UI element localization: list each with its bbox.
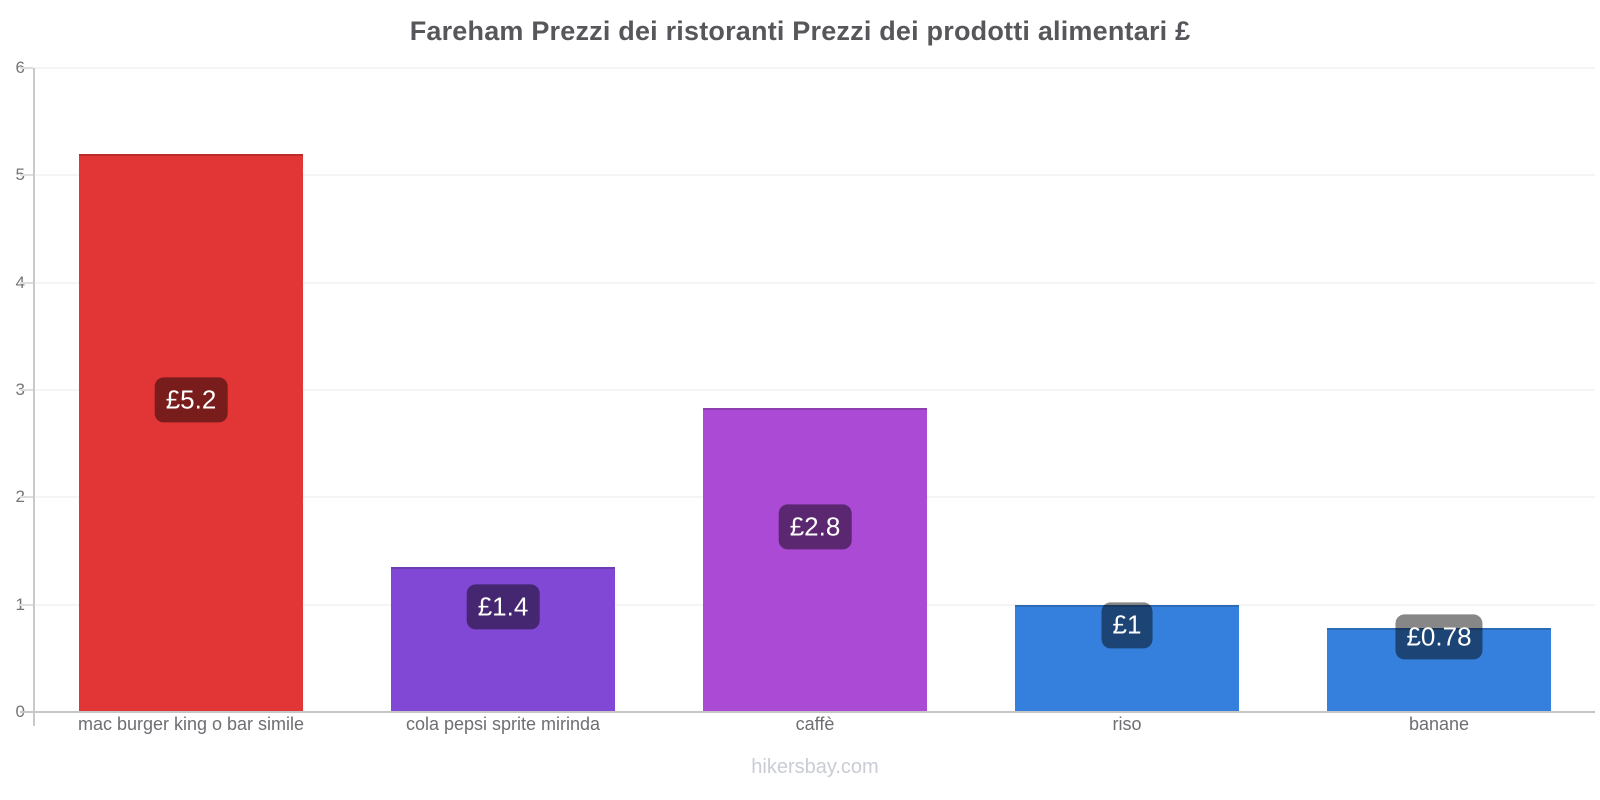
y-axis-tick — [20, 67, 33, 69]
gridline — [35, 67, 1595, 69]
x-axis-label: banane — [1408, 714, 1470, 734]
bar-3[interactable]: £2.8 — [702, 408, 928, 712]
bar-4[interactable]: £1 — [1014, 602, 1240, 712]
value-badge: £1 — [1101, 602, 1153, 648]
bar-2[interactable]: £1.4 — [390, 567, 616, 712]
bar-1[interactable]: £5.2 — [78, 153, 304, 712]
plot-area: 0123456 £5.2£1.4£2.8£1£0.78 — [16, 58, 1595, 726]
gridline — [35, 281, 1595, 284]
x-axis-labels: mac burger king o bar simile cola pepsi s… — [35, 714, 1595, 735]
value-badge: £0.78 — [1395, 614, 1483, 660]
y-axis-tick — [20, 496, 33, 499]
chart-title: Fareham Prezzi dei ristoranti Prezzi dei… — [409, 16, 1191, 46]
y-axis-tick — [20, 711, 33, 713]
y-axis-tick — [20, 603, 33, 606]
x-axis-line — [35, 711, 1595, 713]
gridline — [35, 389, 1595, 391]
x-axis-label: mac burger king o bar simile — [77, 714, 305, 734]
x-axis-label: cola pepsi sprite mirinda — [405, 714, 601, 734]
bar-slot: £1.4 — [347, 68, 659, 712]
bar-slot: £2.8 — [659, 68, 971, 712]
value-badge: £2.8 — [778, 504, 852, 550]
bar-slot: £1 — [971, 68, 1283, 712]
x-axis-label: riso — [1112, 714, 1142, 734]
bar-5[interactable]: £0.78 — [1326, 614, 1552, 712]
bar-slot: £0.78 — [1283, 68, 1595, 712]
gridline — [35, 174, 1595, 177]
footer-link[interactable]: hikersbay.com — [751, 756, 879, 778]
y-axis-tick — [20, 389, 33, 391]
x-axis-label: caffè — [795, 714, 835, 734]
y-axis-line — [33, 68, 35, 726]
y-axis-tick — [20, 174, 33, 177]
value-badge: £1.4 — [466, 583, 540, 630]
value-badge: £5.2 — [154, 377, 228, 423]
y-axis-tick — [20, 281, 33, 284]
bar-slot: £5.2 — [35, 68, 347, 712]
bars-layer: £5.2 £1.4 £2.8 £1 £0.78 — [35, 68, 1595, 712]
